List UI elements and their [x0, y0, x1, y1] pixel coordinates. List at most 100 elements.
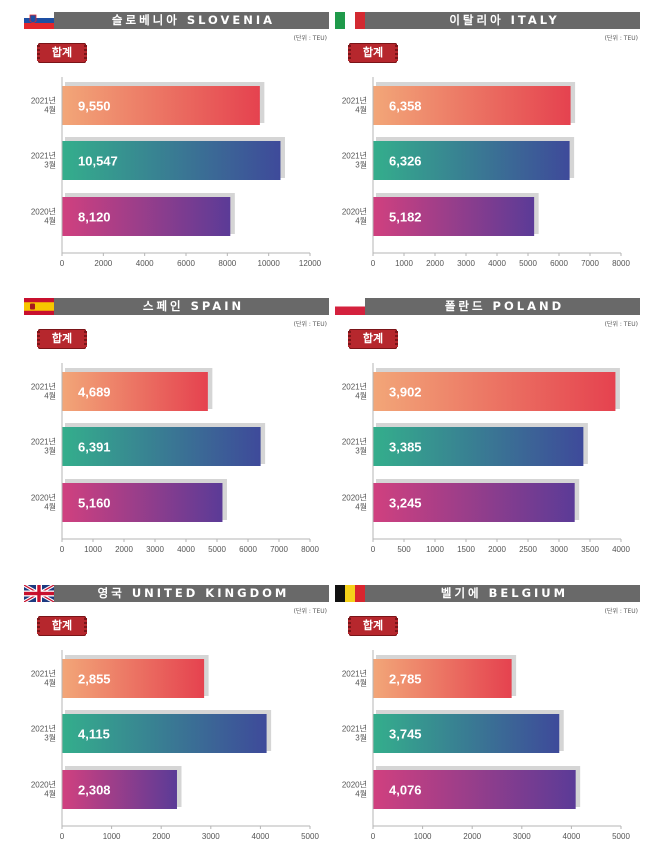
- spain-flag-icon: [24, 298, 54, 315]
- category-label: 2021년: [342, 437, 367, 447]
- bar-chart: 0 500 1000 1500 2000 2500 3000 3500 4000 3,902 202…: [342, 363, 630, 554]
- x-tick-label: 10000: [258, 259, 281, 268]
- bar-value-label: 3,902: [389, 385, 422, 400]
- category-label: 4월: [355, 502, 367, 512]
- category-label: 4월: [355, 789, 367, 799]
- x-tick-label: 4000: [252, 832, 270, 841]
- chart-panel-uk: 영국 UNITED KINGDOM (단위 : TEU) 합계 0 1000 200…: [24, 585, 329, 860]
- category-label: 4월: [355, 105, 367, 115]
- bar-chart: 0 1000 2000 3000 4000 5000 6000 7000 8000 4,689 20…: [31, 363, 319, 554]
- title-bar: [24, 298, 329, 315]
- x-tick-label: 1500: [457, 545, 475, 554]
- bar: [62, 714, 267, 753]
- bar-value-label: 10,547: [78, 154, 118, 169]
- unit-label: (단위 : TEU): [293, 321, 327, 328]
- bar: [373, 770, 576, 809]
- category-label: 2021년: [342, 382, 367, 392]
- x-tick-label: 3000: [457, 259, 475, 268]
- x-tick-label: 2500: [519, 545, 537, 554]
- bar: [62, 770, 177, 809]
- x-tick-label: 0: [371, 545, 376, 554]
- bar: [373, 372, 616, 411]
- x-tick-label: 1000: [414, 832, 432, 841]
- category-label: 3월: [44, 733, 56, 743]
- x-tick-label: 2000: [488, 545, 506, 554]
- title-bar: [24, 12, 329, 29]
- bar-value-label: 3,245: [389, 496, 422, 511]
- chart-title: 스페인 SPAIN: [142, 299, 245, 313]
- chart-panel-poland: 폴란드 POLAND (단위 : TEU) 합계 0 500 1000 1500 200…: [335, 298, 640, 573]
- category-label: 2021년: [342, 96, 367, 106]
- x-tick-label: 6000: [177, 259, 195, 268]
- x-tick-label: 1000: [426, 545, 444, 554]
- x-tick-label: 4000: [563, 832, 581, 841]
- title-bar: [24, 585, 329, 602]
- unit-label: (단위 : TEU): [293, 608, 327, 615]
- total-tag: 합계: [348, 43, 398, 63]
- unit-label: (단위 : TEU): [604, 321, 638, 328]
- bar-value-label: 5,182: [389, 210, 422, 225]
- bar: [62, 372, 208, 411]
- x-tick-label: 2000: [426, 259, 444, 268]
- x-tick-label: 6000: [239, 545, 257, 554]
- category-label: 3월: [355, 446, 367, 456]
- x-tick-label: 5000: [519, 259, 537, 268]
- chart-panel-belgium: 벨기에 BELGIUM (단위 : TEU) 합계 0 1000 2000 3000 4…: [335, 585, 640, 860]
- x-tick-label: 1000: [84, 545, 102, 554]
- category-label: 3월: [355, 160, 367, 170]
- total-tag: 합계: [348, 616, 398, 636]
- total-tag: 합계: [348, 329, 398, 349]
- bar-value-label: 9,550: [78, 99, 111, 114]
- x-tick-label: 4000: [488, 259, 506, 268]
- total-tag: 합계: [37, 43, 87, 63]
- x-tick-label: 5000: [612, 832, 630, 841]
- x-tick-label: 0: [371, 832, 376, 841]
- bar: [62, 483, 223, 522]
- x-tick-label: 0: [60, 259, 65, 268]
- chart-panel-spain: 스페인 SPAIN (단위 : TEU) 합계 0 1000 2000 3000 400…: [24, 298, 329, 573]
- bar-value-label: 3,745: [389, 727, 422, 742]
- bar-value-label: 6,391: [78, 440, 111, 455]
- x-tick-label: 5000: [301, 832, 319, 841]
- chart-panel-italy: 이탈리아 ITALY (단위 : TEU) 합계 0 1000 2000 3000 40…: [335, 12, 640, 287]
- category-label: 4월: [355, 391, 367, 401]
- bar-chart: 0 1000 2000 3000 4000 50002,8552021년4월4,11520…: [31, 650, 319, 841]
- category-label: 2021년: [31, 96, 56, 106]
- category-label: 4월: [355, 216, 367, 226]
- title-bar: [335, 298, 640, 315]
- bar-value-label: 4,689: [78, 385, 111, 400]
- category-label: 2020년: [342, 493, 367, 503]
- unit-label: (단위 : TEU): [604, 608, 638, 615]
- x-tick-label: 3000: [550, 545, 568, 554]
- chart-panel-slovenia: 슬로베니아 SLOVENIA (단위 : TEU) 합계 0 2000 4000 60…: [24, 12, 329, 287]
- poland-flag-icon: [335, 298, 365, 315]
- bar-value-label: 4,115: [78, 727, 110, 742]
- total-tag: 합계: [37, 329, 87, 349]
- x-tick-label: 6000: [550, 259, 568, 268]
- bar: [373, 197, 535, 236]
- bar: [62, 659, 205, 698]
- x-tick-label: 4000: [177, 545, 195, 554]
- bar-value-label: 2,855: [78, 672, 111, 687]
- category-label: 4월: [44, 216, 56, 226]
- bar: [373, 427, 584, 466]
- x-tick-label: 2000: [152, 832, 170, 841]
- chart-title: 영국 UNITED KINGDOM: [97, 586, 290, 600]
- category-label: 2021년: [342, 669, 367, 679]
- chart-title: 슬로베니아 SLOVENIA: [111, 13, 276, 27]
- bar: [373, 483, 575, 522]
- uk-flag-icon: [24, 585, 54, 602]
- category-label: 2021년: [31, 437, 56, 447]
- bar-value-label: 8,120: [78, 210, 111, 225]
- chart-title: 벨기에 BELGIUM: [440, 586, 569, 600]
- bar-value-label: 6,326: [389, 154, 422, 169]
- bar: [62, 86, 260, 125]
- unit-label: (단위 : TEU): [293, 35, 327, 42]
- bar-value-label: 5,160: [78, 496, 111, 511]
- x-tick-label: 7000: [581, 259, 599, 268]
- x-tick-label: 4000: [612, 545, 630, 554]
- x-tick-label: 3000: [513, 832, 531, 841]
- belgium-flag-icon: [335, 585, 365, 602]
- category-label: 2021년: [31, 669, 56, 679]
- category-label: 2020년: [31, 493, 56, 503]
